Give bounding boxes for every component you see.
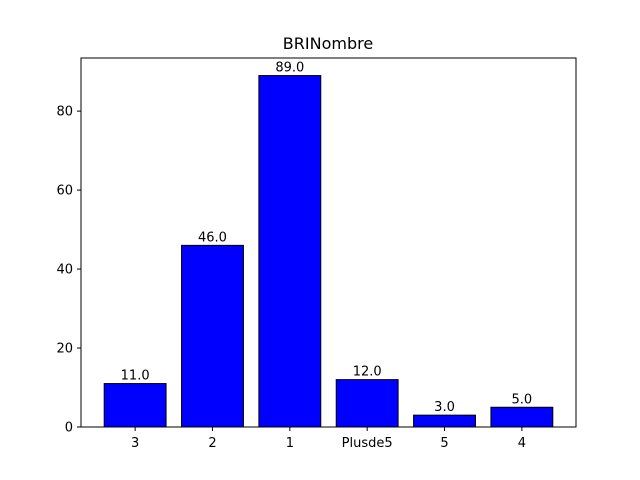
x-tick-label: 2	[208, 436, 216, 451]
x-axis-ticks: 3 2 1 Plusde5 5 4	[131, 427, 526, 451]
x-tick-label: 1	[286, 436, 294, 451]
value-label-4: 5.0	[512, 392, 533, 407]
bars-layer	[103, 75, 554, 428]
value-label-5: 3.0	[434, 400, 455, 415]
y-tick-label: 40	[56, 263, 73, 278]
value-label-2: 46.0	[198, 230, 227, 245]
x-tick-label: 3	[131, 436, 139, 451]
bar-3	[103, 383, 167, 428]
value-label-3: 11.0	[121, 369, 150, 384]
y-tick-label: 60	[56, 184, 73, 199]
y-axis-ticks: 0 20 40 60 80	[56, 105, 81, 436]
value-labels-layer: 11.0 46.0 89.0 12.0 3.0 5.0	[121, 61, 533, 416]
x-tick-label: 4	[518, 436, 526, 451]
bar-4	[490, 406, 554, 428]
bar-1	[258, 75, 322, 428]
x-tick-label: Plusde5	[342, 436, 393, 451]
bar-2	[181, 244, 244, 428]
value-label-Plusde5: 12.0	[353, 365, 382, 380]
x-tick-label: 5	[440, 436, 448, 451]
bar-Plusde5	[335, 379, 399, 428]
y-tick-label: 20	[56, 342, 73, 357]
value-label-1: 89.0	[275, 61, 304, 76]
y-tick-label: 0	[65, 421, 73, 436]
chart-title: BRINombre	[283, 34, 373, 53]
y-tick-label: 80	[56, 105, 73, 120]
plot-frame	[80, 57, 577, 428]
bar-5	[413, 414, 476, 428]
